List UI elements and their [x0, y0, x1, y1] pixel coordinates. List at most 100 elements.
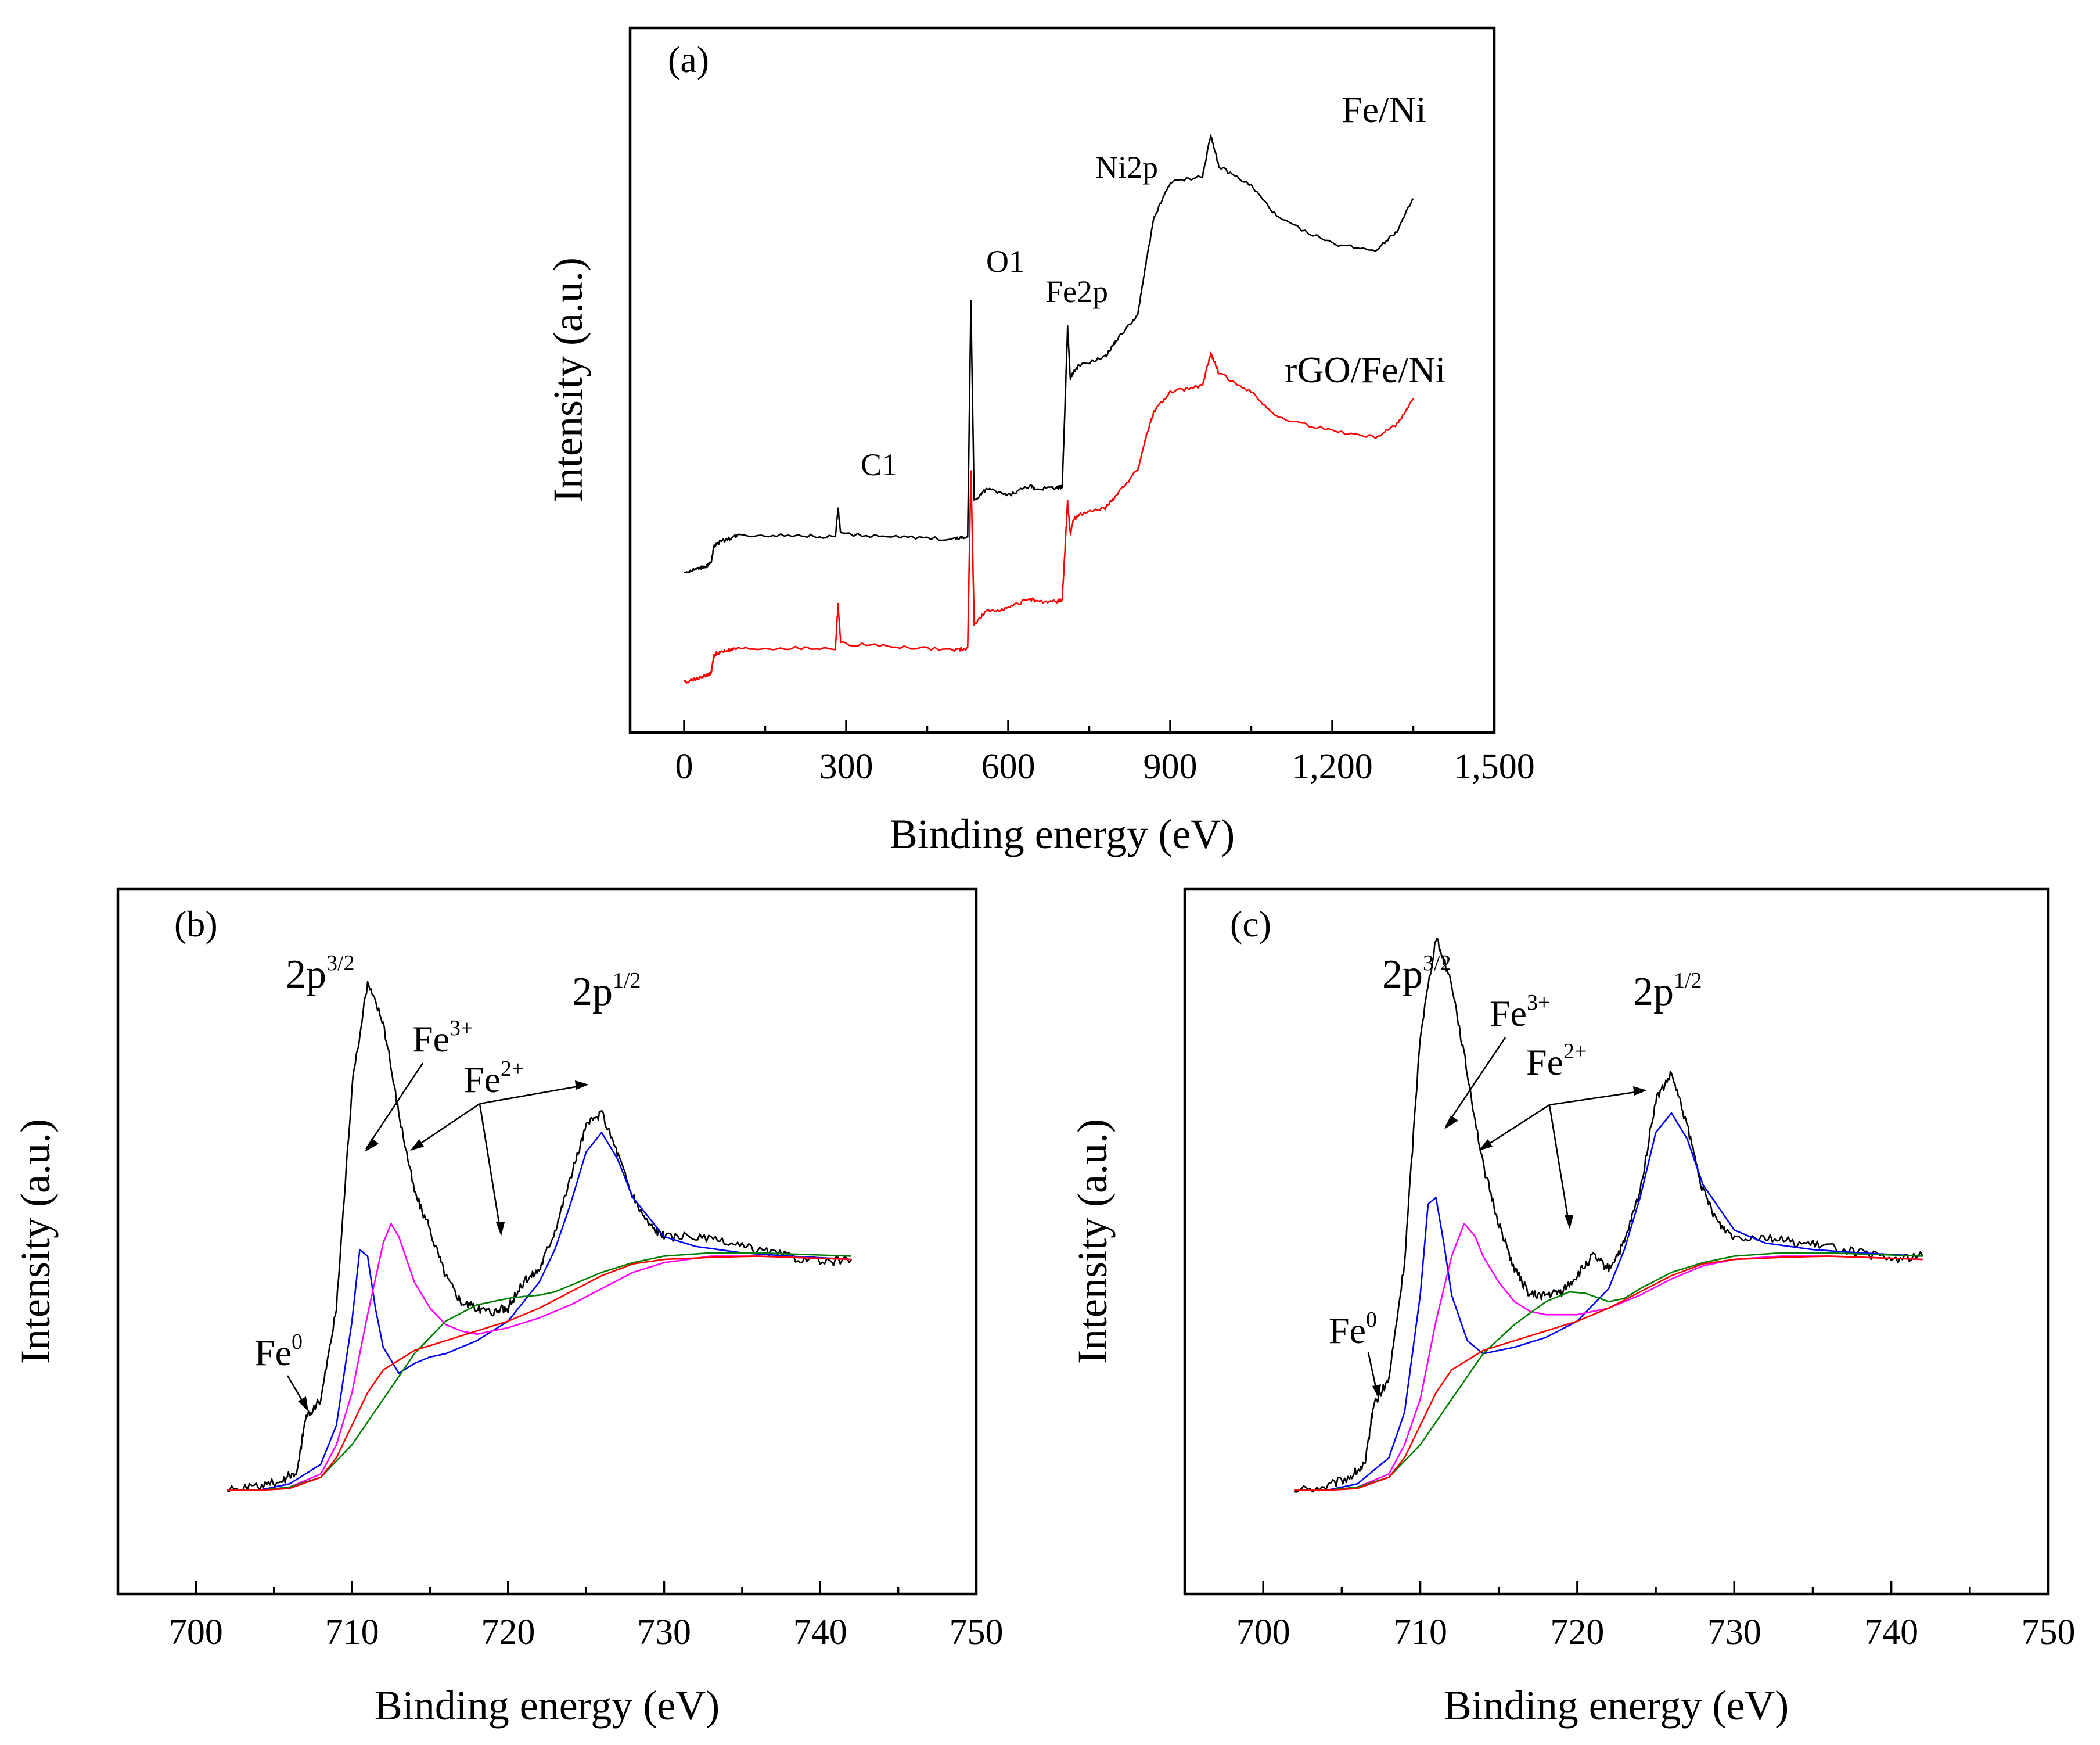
x-tick-label: 740 — [1864, 1613, 1918, 1652]
x-tick-label: 600 — [981, 747, 1035, 787]
x-tick-label: 750 — [950, 1613, 1004, 1652]
panel-a-label: (a) — [668, 39, 709, 80]
arrowhead-fe3plus — [365, 1138, 379, 1152]
panel-a: 0 300 600 900 1,200 1,500 (a) C1 O1 Fe2p Ni2p… — [545, 26, 1535, 857]
annotation-2p12: 2p1/2 — [572, 968, 641, 1014]
x-tick-label: 730 — [637, 1613, 691, 1652]
x-tick-label: 750 — [2022, 1613, 2076, 1652]
x-tick-label: 730 — [1707, 1613, 1761, 1652]
x-tick-label: 710 — [1393, 1613, 1447, 1652]
x-tick-label: 900 — [1144, 747, 1198, 787]
x-tick-label: 1,500 — [1454, 747, 1535, 787]
panel-a-x-ticks: 0 300 600 900 1,200 1,500 — [675, 720, 1535, 787]
annotation-2p32-base: 2p — [286, 952, 326, 997]
annotation-2p32: 2p3/2 — [286, 951, 355, 997]
panel-c-x-ticks: 700 710 720 730 740 750 — [1236, 1581, 2076, 1652]
arrow-fe3plus — [365, 1062, 424, 1150]
x-tick-label: 0 — [675, 747, 693, 787]
annotation-fe2plus: Fe2+ — [463, 1057, 524, 1100]
arrowhead-c-fe2plus-2p12 — [1633, 1086, 1647, 1096]
series-label-fe-ni: Fe/Ni — [1342, 89, 1426, 130]
x-tick-label: 720 — [1550, 1613, 1604, 1652]
x-tick-label: 740 — [793, 1613, 847, 1652]
arrowhead-c-fe2plus-main — [1479, 1139, 1493, 1151]
panel-c-curves — [1294, 938, 1923, 1493]
arrow-c-fe3plus — [1445, 1037, 1506, 1126]
annotation-2p32-sup: 3/2 — [326, 951, 355, 975]
annotation-2p12-sup: 1/2 — [613, 968, 641, 993]
arrow-c-fe2plus-sat — [1548, 1104, 1570, 1226]
annotation-c-fe0-base: Fe — [1329, 1310, 1366, 1351]
arrow-fe2plus-main — [412, 1103, 480, 1150]
x-tick-label: 1,200 — [1292, 747, 1373, 787]
annotation-fe3plus: Fe3+ — [412, 1016, 473, 1060]
panel-b-curves — [226, 981, 853, 1492]
panel-b-arrows — [286, 1062, 589, 1412]
series-line-rgo-fe-ni — [684, 351, 1414, 684]
peak-label-ni2p: Ni2p — [1095, 150, 1158, 185]
series-line-fe-2p3-2-fit-fe2- — [1294, 1112, 1923, 1491]
series-line-background — [227, 1255, 852, 1491]
x-tick-label: 700 — [1236, 1613, 1290, 1652]
annotation-c-fe2plus: Fe2+ — [1526, 1039, 1587, 1083]
x-tick-label: 300 — [819, 747, 873, 787]
annotation-c-fe3plus: Fe3+ — [1490, 990, 1550, 1034]
x-tick-label: 710 — [325, 1613, 379, 1652]
series-line-measured — [1294, 938, 1923, 1493]
panel-a-frame — [628, 26, 1496, 734]
annotation-c-fe3plus-sup: 3+ — [1527, 990, 1550, 1015]
peak-label-o1: O1 — [986, 244, 1024, 279]
series-line-fe-2p3-2-fit-fe2- — [227, 1132, 852, 1491]
panel-c-y-axis-title: Intensity (a.u.) — [1069, 1119, 1116, 1364]
arrow-c-fe2plus-main — [1480, 1104, 1550, 1150]
annotation-c-fe2plus-sup: 2+ — [1563, 1039, 1587, 1064]
panel-c-x-axis-title: Binding energy (eV) — [1444, 1682, 1789, 1729]
annotation-fe0-sup: 0 — [292, 1330, 303, 1354]
annotation-c-2p12-base: 2p — [1633, 970, 1674, 1014]
arrowhead-fe2plus-2p12 — [575, 1080, 589, 1090]
peak-label-c1: C1 — [861, 447, 897, 482]
annotation-c-2p32: 2p3/2 — [1382, 951, 1451, 997]
arrowhead-c-fe2plus-sat — [1565, 1215, 1573, 1229]
panel-a-x-axis-title: Binding energy (eV) — [890, 811, 1235, 857]
panel-c-label: (c) — [1230, 903, 1271, 945]
series-line-satellite-fit — [227, 1252, 852, 1491]
annotation-c-2p12-sup: 1/2 — [1674, 968, 1702, 993]
series-line-measured — [226, 981, 853, 1492]
x-tick-label: 700 — [169, 1613, 223, 1652]
x-tick-label: 720 — [481, 1613, 535, 1652]
arrowhead-c-fe0 — [1372, 1384, 1381, 1399]
peak-label-fe2p: Fe2p — [1045, 274, 1108, 309]
series-line-fe3-fit — [1294, 1223, 1923, 1491]
annotation-2p12-base: 2p — [572, 970, 613, 1014]
annotation-c-2p32-base: 2p — [1382, 952, 1423, 997]
annotation-c-fe3plus-base: Fe — [1490, 993, 1527, 1034]
annotation-fe3plus-base: Fe — [412, 1018, 450, 1060]
series-line-background — [1294, 1255, 1923, 1491]
arrowhead-fe2plus-main — [410, 1139, 424, 1151]
annotation-c-fe2plus-base: Fe — [1526, 1042, 1563, 1083]
arrowhead-c-fe3plus — [1444, 1115, 1458, 1129]
panel-a-y-axis-title: Intensity (a.u.) — [545, 257, 591, 502]
arrow-fe2plus-sat — [479, 1103, 502, 1233]
annotation-fe0: Fe0 — [254, 1330, 303, 1373]
panel-a-curves — [684, 134, 1414, 684]
annotation-c-2p12: 2p1/2 — [1633, 968, 1702, 1014]
panel-c: 700 710 720 730 740 750 (c) 2p3/2 2p1/2 Fe3+ … — [1069, 887, 2076, 1729]
annotation-c-2p32-sup: 3/2 — [1423, 951, 1451, 975]
panel-b-x-ticks: 700 710 720 730 740 750 — [169, 1581, 1004, 1652]
arrow-fe2plus-2p12 — [479, 1084, 586, 1105]
panel-b-label: (b) — [174, 903, 218, 945]
annotation-c-fe0-sup: 0 — [1366, 1308, 1377, 1332]
annotation-fe2plus-base: Fe — [463, 1059, 501, 1100]
annotation-fe3plus-sup: 3+ — [450, 1016, 473, 1040]
series-line-fe-ni — [684, 134, 1414, 574]
series-line-fe3-fit — [227, 1223, 852, 1491]
arrow-c-fe2plus-2p12 — [1549, 1090, 1644, 1106]
annotation-fe2plus-sup: 2+ — [501, 1057, 524, 1081]
annotation-fe0-base: Fe — [254, 1332, 292, 1373]
panel-b: 700 710 720 730 740 750 (b) 2p3/2 2p1/2 Fe3+ … — [12, 887, 1004, 1729]
panel-c-arrows — [1367, 1037, 1647, 1399]
panel-c-frame — [1183, 887, 2050, 1596]
